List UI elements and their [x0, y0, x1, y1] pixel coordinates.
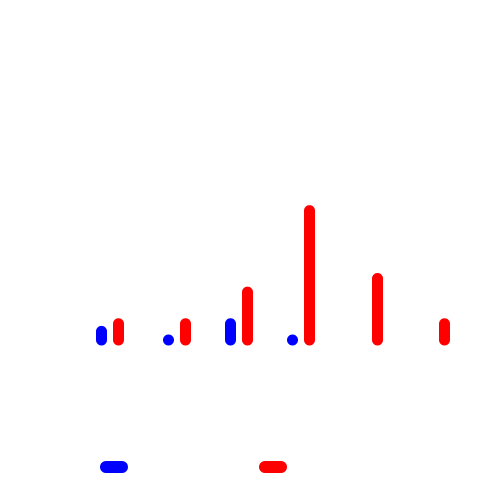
bar-series-1-category-3: [225, 318, 236, 346]
legend-marker-series-1: [100, 461, 128, 473]
bar-series-1-category-1: [96, 325, 107, 346]
bar-series-1-category-2: [163, 334, 174, 346]
bar-series-2-category-1: [113, 318, 124, 346]
bars-layer: [96, 205, 450, 346]
legend-marker-series-2: [259, 461, 287, 473]
legend: [100, 461, 287, 473]
bar-series-2-category-4: [304, 205, 315, 346]
bar-series-2-category-5: [372, 273, 383, 346]
bar-series-2-category-6: [439, 318, 450, 346]
bar-series-2-category-3: [242, 286, 253, 346]
bar-series-1-category-4: [287, 334, 298, 346]
bar-series-2-category-2: [180, 318, 191, 346]
